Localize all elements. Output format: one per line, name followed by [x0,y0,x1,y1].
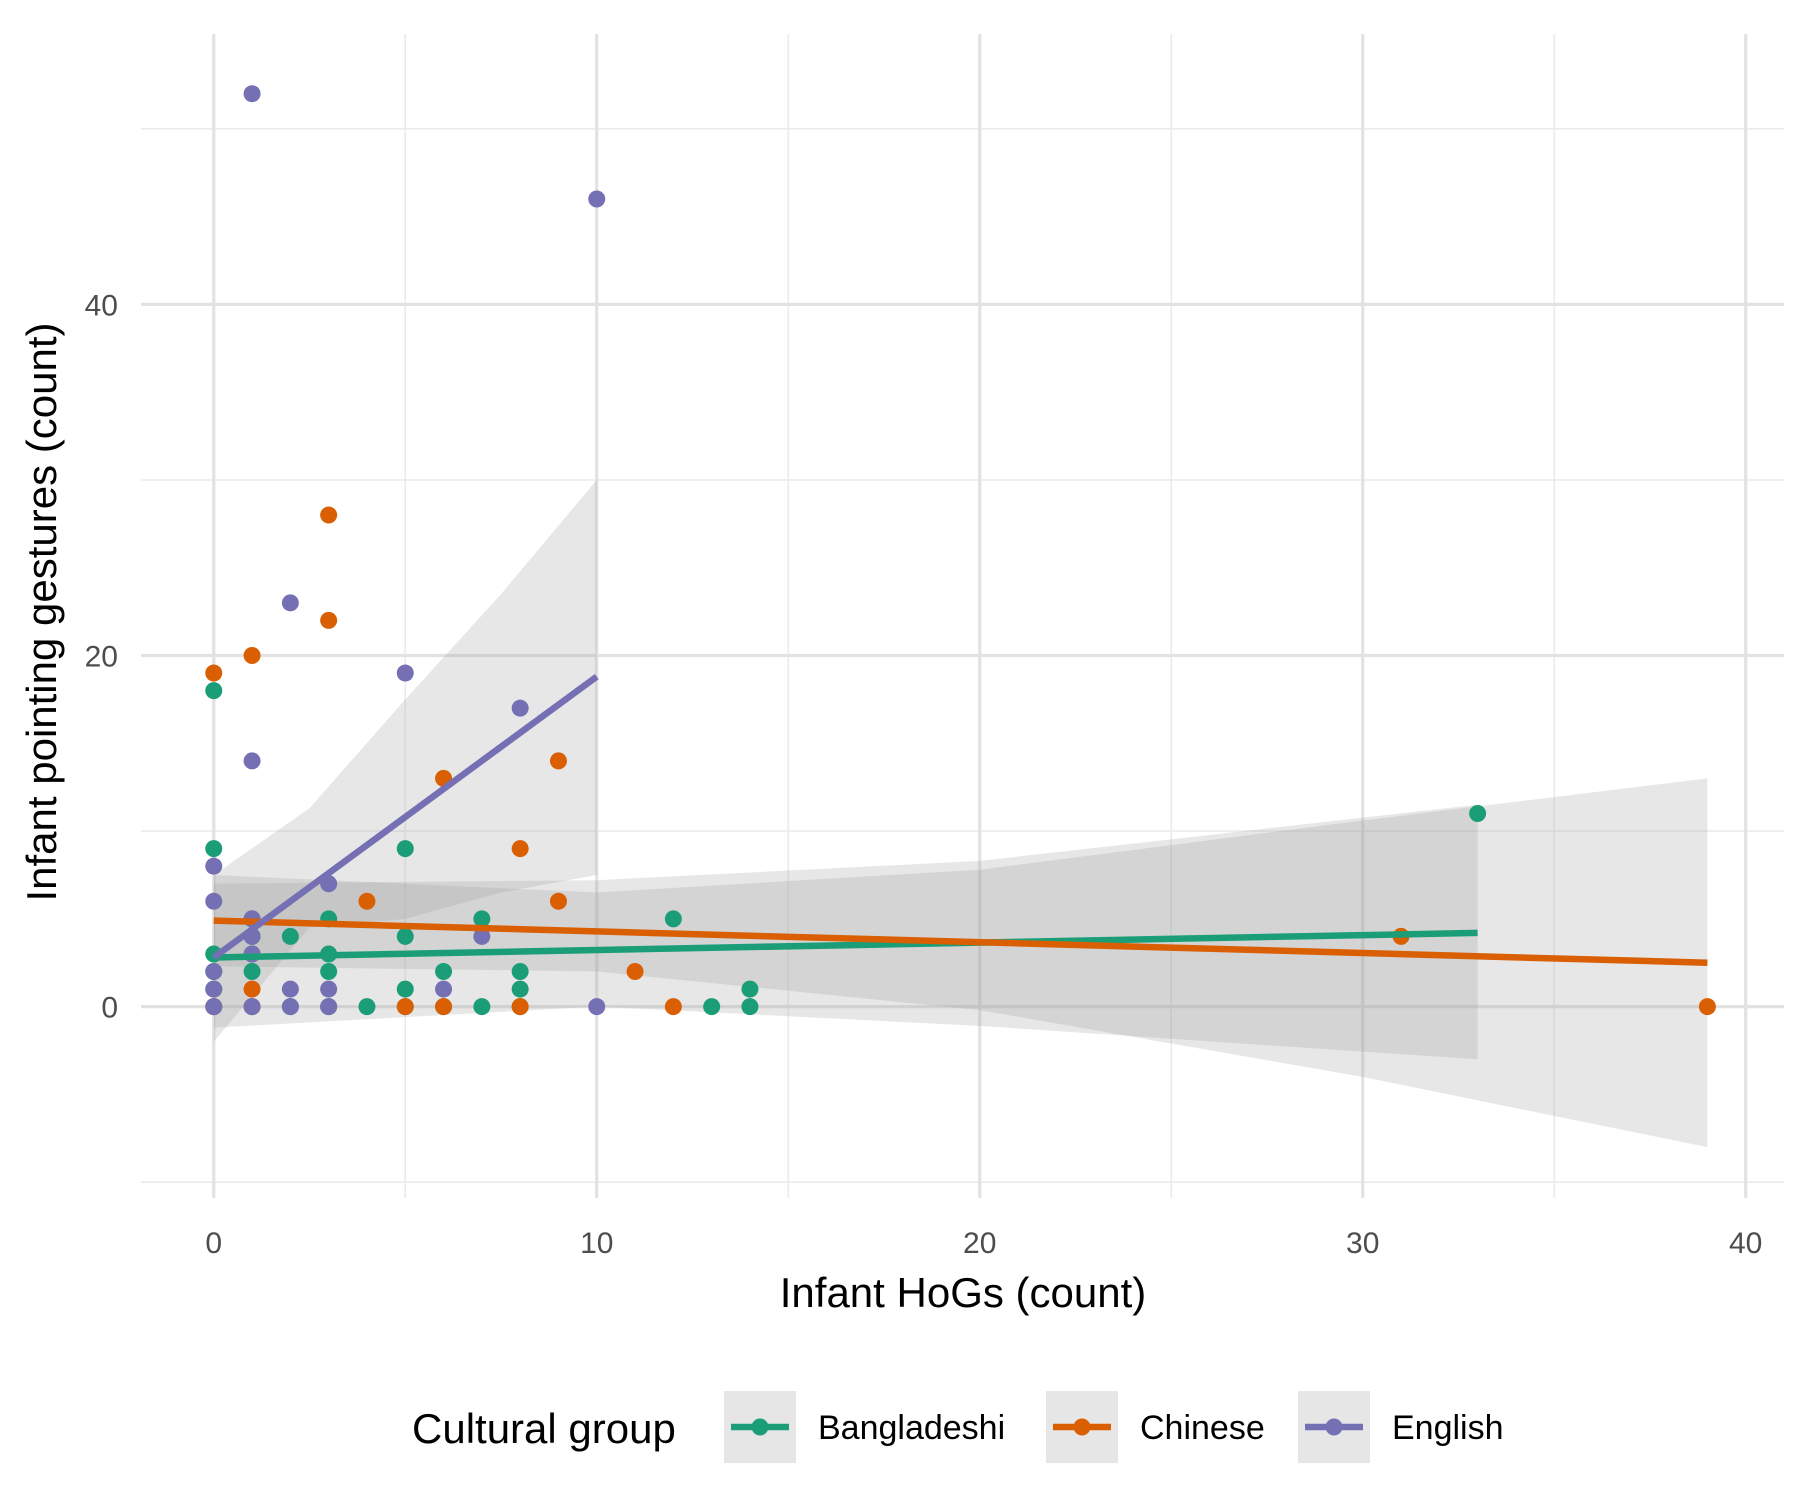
data-point-english [205,963,223,981]
data-point-bangladeshi [741,980,759,998]
data-point-chinese [243,980,261,998]
data-point-chinese [1698,998,1716,1016]
data-point-bangladeshi [243,963,261,981]
confidence-band-chinese [213,778,1708,1148]
data-point-english [320,980,338,998]
legend-title: Cultural group [412,1405,676,1452]
data-point-english [205,857,223,875]
data-point-chinese [549,752,567,770]
legend-dot-chinese [1073,1418,1091,1436]
data-point-bangladeshi [511,980,529,998]
data-point-bangladeshi [396,927,414,945]
data-point-bangladeshi [435,963,453,981]
legend-label-english: English [1392,1409,1504,1447]
y-tick-labels: 0 20 40 [85,289,118,1024]
legend-dot-bangladeshi [751,1418,769,1436]
data-point-bangladeshi [358,998,376,1016]
y-tick-label: 20 [85,641,118,674]
x-tick-label: 10 [580,1227,613,1260]
data-point-chinese [396,998,414,1016]
data-point-english [473,927,491,945]
data-point-chinese [511,998,529,1016]
data-point-chinese [320,506,338,524]
data-point-bangladeshi [473,998,491,1016]
x-tick-labels: 0 10 20 30 40 [205,1227,1762,1260]
data-point-chinese [358,892,376,910]
data-point-english [205,980,223,998]
confidence-band-bangladeshi [213,804,1478,1060]
data-point-english [243,998,261,1016]
data-point-bangladeshi [205,682,223,700]
y-axis-title: Infant pointing gestures (count) [18,322,65,901]
data-point-chinese [320,611,338,629]
data-point-bangladeshi [741,998,759,1016]
data-point-english [243,85,261,103]
y-tick-label: 40 [85,289,118,322]
data-point-bangladeshi [396,840,414,858]
data-point-bangladeshi [320,963,338,981]
y-tick-label: 0 [101,992,118,1025]
data-point-chinese [626,963,644,981]
data-point-english [205,892,223,910]
data-point-bangladeshi [205,840,223,858]
data-point-chinese [664,998,682,1016]
data-point-chinese [549,892,567,910]
data-point-bangladeshi [1469,805,1487,823]
data-point-english [205,998,223,1016]
data-point-bangladeshi [281,927,299,945]
confidence-bands [213,479,1708,1148]
data-point-bangladeshi [511,963,529,981]
legend-dot-english [1325,1418,1343,1436]
grid-minor-lines [141,34,1784,1198]
data-point-english [396,664,414,682]
legend: Cultural group Bangladeshi Chinese English [412,1391,1504,1463]
data-point-english [281,998,299,1016]
regression-line-bangladeshi [213,929,1478,961]
data-point-english [243,752,261,770]
regression-line-english [211,673,599,961]
data-point-bangladeshi [396,980,414,998]
data-point-english [281,594,299,612]
data-point-bangladeshi [473,910,491,928]
data-point-chinese [435,998,453,1016]
x-tick-label: 20 [963,1227,996,1260]
data-point-chinese [243,647,261,665]
legend-label-chinese: Chinese [1140,1409,1265,1447]
data-point-chinese [511,840,529,858]
data-point-chinese [205,664,223,682]
legend-label-bangladeshi: Bangladeshi [818,1409,1005,1447]
data-point-bangladeshi [703,998,721,1016]
x-tick-label: 0 [205,1227,222,1260]
data-point-bangladeshi [664,910,682,928]
x-tick-label: 30 [1346,1227,1379,1260]
data-point-english [320,998,338,1016]
data-point-english [511,699,529,717]
data-point-english [588,190,606,208]
confidence-band-english [213,479,597,1042]
regression-lines [211,673,1708,966]
data-point-english [281,980,299,998]
data-point-english [435,980,453,998]
data-point-english [588,998,606,1016]
x-tick-label: 40 [1729,1227,1762,1260]
x-axis-title: Infant HoGs (count) [780,1269,1147,1316]
regression-line-chinese [213,917,1708,966]
